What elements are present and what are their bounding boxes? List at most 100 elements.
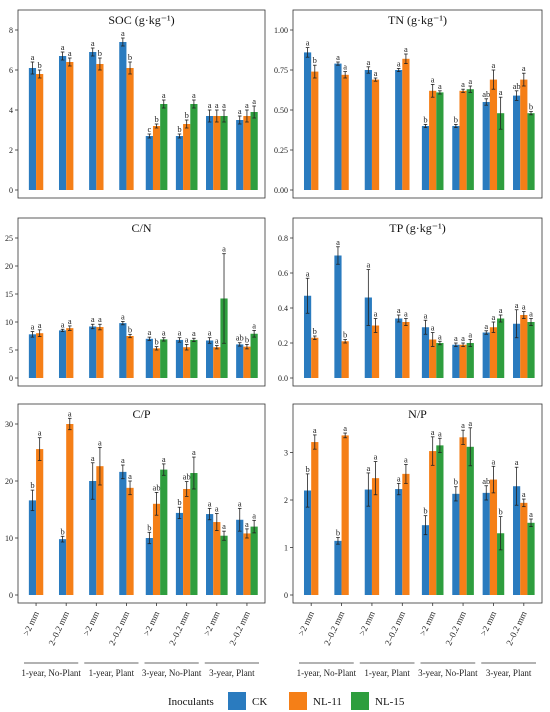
bar-NL-15: [190, 473, 198, 595]
y-tick-label: 0.50: [274, 106, 288, 115]
significance-letter: a: [162, 90, 166, 100]
y-tick-label: 8: [9, 26, 13, 35]
x-category-label: >2 mm: [296, 610, 316, 638]
bar-CK: [395, 489, 403, 595]
significance-letter: b: [336, 528, 340, 538]
legend: Inoculants CK NL-11 NL-15: [168, 692, 405, 710]
bar-NL-15: [436, 445, 444, 595]
significance-letter: a: [162, 328, 166, 338]
significance-letter: a: [313, 425, 317, 435]
panel-frame: [292, 9, 543, 199]
significance-letter: b: [177, 124, 181, 134]
bar-NL-11: [213, 522, 221, 595]
significance-letter: a: [215, 503, 219, 513]
y-tick-label: 0.75: [274, 66, 288, 75]
significance-letter: b: [499, 507, 503, 517]
bar-CK: [421, 525, 430, 595]
x-category-label: >2 mm: [141, 610, 161, 638]
bar-CK: [145, 338, 153, 378]
group-label: 3-year, No-Plant: [142, 668, 202, 678]
bar-NL-11: [183, 347, 191, 378]
x-category-label: 2–0.2 mm: [167, 610, 191, 647]
bar-CK: [513, 95, 521, 190]
panel-title: C/P: [132, 407, 150, 421]
significance-letter: a: [461, 333, 465, 343]
bar-NL-11: [311, 71, 319, 190]
y-tick-label: 0.0: [278, 374, 288, 383]
significance-letter: a: [222, 521, 226, 531]
significance-letter: b: [454, 477, 458, 487]
bar-NL-11: [402, 58, 410, 190]
bar-CK: [364, 297, 372, 378]
x-category-label: 2–0.2 mm: [107, 610, 131, 647]
bar-NL-11: [520, 79, 528, 190]
significance-letter: a: [38, 320, 42, 330]
bar-CK: [28, 334, 37, 378]
panel-title: N/P: [408, 407, 427, 421]
significance-letter: a: [431, 74, 435, 84]
y-tick-label: 0: [9, 591, 13, 600]
significance-letter: b: [423, 506, 427, 516]
bar-NL-11: [152, 126, 161, 190]
bar-NL-15: [497, 533, 505, 595]
group-label: 3-year, No-Plant: [418, 668, 478, 678]
bar-NL-11: [520, 502, 528, 595]
y-tick-label: 6: [9, 66, 13, 75]
bar-CK: [175, 136, 184, 190]
significance-letter: a: [238, 106, 242, 116]
bar-NL-11: [36, 449, 44, 595]
significance-letter: a: [468, 76, 472, 86]
significance-letter: b: [98, 48, 102, 58]
legend-label: NL-15: [375, 696, 405, 708]
significance-letter: a: [192, 328, 196, 338]
significance-letter: a: [245, 519, 249, 529]
significance-letter: a: [252, 96, 256, 106]
bar-CK: [206, 514, 214, 595]
bar-NL-11: [371, 325, 380, 378]
significance-letter: a: [461, 420, 465, 430]
group-label: 3-year, Plant: [486, 668, 532, 678]
legend-swatch-NL-15: [351, 692, 369, 710]
panel-frame: [17, 217, 266, 387]
significance-letter: ab: [183, 472, 191, 482]
legend-title: Inoculants: [168, 696, 214, 708]
y-tick-label: 3: [284, 449, 288, 458]
bar-NL-11: [36, 333, 44, 378]
significance-letter: b: [454, 114, 458, 124]
y-tick-label: 10: [5, 318, 13, 327]
significance-letter: a: [208, 100, 212, 110]
bar-CK: [175, 339, 184, 378]
bar-CK: [236, 519, 244, 595]
legend-swatch-NL-11: [289, 692, 307, 710]
bar-NL-15: [250, 112, 258, 190]
significance-letter: a: [515, 457, 519, 467]
bar-CK: [395, 70, 403, 190]
significance-letter: a: [438, 81, 442, 91]
significance-letter: b: [128, 52, 132, 62]
bar-CK: [364, 70, 372, 190]
bar-CK: [482, 332, 490, 378]
significance-letter: a: [336, 237, 340, 247]
bar-NL-11: [459, 344, 467, 378]
significance-letter: a: [522, 489, 526, 499]
x-category-label: >2 mm: [202, 610, 222, 638]
x-category-label: 2–0.2 mm: [383, 610, 407, 647]
significance-letter: a: [366, 57, 370, 67]
panel-frame: [292, 403, 543, 604]
significance-letter: a: [91, 314, 95, 324]
bar-NL-11: [341, 341, 349, 378]
y-tick-label: 0.4: [278, 304, 288, 313]
significance-letter: a: [366, 463, 370, 473]
y-tick-label: 1.00: [274, 26, 288, 35]
significance-letter: a: [404, 309, 408, 319]
significance-letter: b: [423, 114, 427, 124]
bar-CK: [452, 344, 460, 378]
bar-CK: [236, 344, 244, 378]
y-tick-label: 4: [9, 106, 13, 115]
panel-title: TP (g·kg⁻¹): [389, 221, 445, 235]
significance-letter: a: [492, 312, 496, 322]
bar-CK: [303, 295, 312, 378]
bar-NL-11: [311, 337, 319, 378]
x-category-label: >2 mm: [478, 610, 498, 638]
bar-CK: [89, 52, 97, 190]
